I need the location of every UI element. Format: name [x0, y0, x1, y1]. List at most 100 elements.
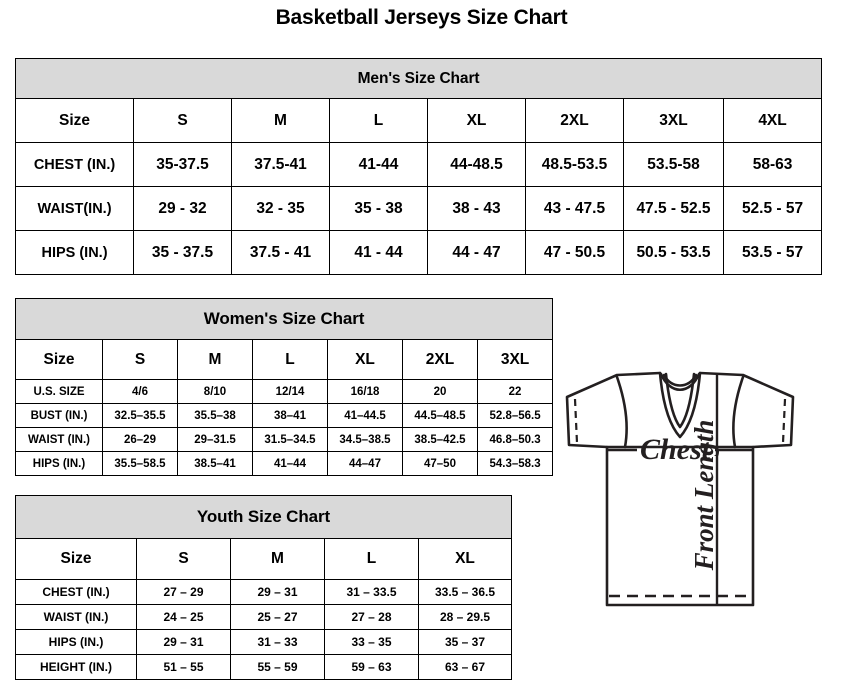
youth-row-label-height: HEIGHT (IN.)	[15, 654, 137, 680]
womens-row-label-hips: HIPS (IN.)	[15, 451, 103, 476]
womens-ussize-m: 8/10	[177, 379, 253, 404]
womens-header-row: Size S M L XL 2XL 3XL	[15, 339, 554, 380]
mens-banner-row: Men's Size Chart	[14, 58, 823, 99]
mens-row-label-waist: WAIST(IN.)	[15, 186, 134, 231]
mens-hips-m: 37.5 - 41	[231, 230, 330, 275]
womens-waist-3xl: 46.8–50.3	[476, 427, 554, 452]
chest-label: Chest	[640, 433, 712, 466]
womens-col-header-2xl: 2XL	[402, 339, 478, 380]
youth-size-chart-table: Youth Size Chart Size S M L XL CHEST (IN…	[14, 495, 513, 680]
womens-hips-l: 41–44	[252, 451, 328, 476]
womens-ussize-xl: 16/18	[327, 379, 403, 404]
table-row: BUST (IN.) 32.5–35.5 35.5–38 38–41 41–44…	[15, 403, 554, 428]
womens-col-header-3xl: 3XL	[476, 339, 554, 380]
youth-waist-m: 25 – 27	[230, 604, 325, 630]
youth-row-label-chest: CHEST (IN.)	[15, 579, 137, 605]
mens-col-header-xl: XL	[427, 98, 526, 143]
womens-waist-2xl: 38.5–42.5	[402, 427, 478, 452]
table-row: HIPS (IN.) 29 – 31 31 – 33 33 – 35 35 – …	[15, 629, 513, 655]
youth-waist-l: 27 – 28	[324, 604, 419, 630]
jersey-outline-icon	[565, 371, 795, 607]
womens-col-header-s: S	[102, 339, 178, 380]
youth-height-s: 51 – 55	[136, 654, 231, 680]
mens-waist-l: 35 - 38	[329, 186, 428, 231]
womens-col-header-l: L	[252, 339, 328, 380]
womens-bust-s: 32.5–35.5	[102, 403, 178, 428]
mens-chest-m: 37.5-41	[231, 142, 330, 187]
womens-hips-s: 35.5–58.5	[102, 451, 178, 476]
youth-col-header-m: M	[230, 538, 325, 580]
mens-hips-l: 41 - 44	[329, 230, 428, 275]
mens-waist-s: 29 - 32	[133, 186, 232, 231]
womens-ussize-s: 4/6	[102, 379, 178, 404]
table-row: WAIST(IN.) 29 - 32 32 - 35 35 - 38 38 - …	[15, 186, 823, 231]
table-row: CHEST (IN.) 27 – 29 29 – 31 31 – 33.5 33…	[15, 579, 513, 605]
youth-chest-s: 27 – 29	[136, 579, 231, 605]
mens-chest-3xl: 53.5-58	[623, 142, 724, 187]
womens-banner: Women's Size Chart	[14, 298, 554, 340]
mens-chest-2xl: 48.5-53.5	[525, 142, 624, 187]
mens-header-row: Size S M L XL 2XL 3XL 4XL	[15, 98, 823, 143]
table-row: WAIST (IN.) 24 – 25 25 – 27 27 – 28 28 –…	[15, 604, 513, 630]
youth-col-header-xl: XL	[417, 538, 513, 580]
youth-hips-m: 31 – 33	[230, 629, 325, 655]
page-title: Basketball Jerseys Size Chart	[275, 6, 568, 29]
mens-col-header-3xl: 3XL	[623, 98, 724, 143]
youth-chest-l: 31 – 33.5	[324, 579, 419, 605]
youth-chest-m: 29 – 31	[230, 579, 325, 605]
mens-col-header-size: Size	[15, 98, 134, 143]
youth-row-label-waist: WAIST (IN.)	[15, 604, 137, 630]
womens-col-header-xl: XL	[327, 339, 403, 380]
table-row: WAIST (IN.) 26–29 29–31.5 31.5–34.5 34.5…	[15, 427, 554, 452]
womens-size-chart-table: Women's Size Chart Size S M L XL 2XL 3XL…	[14, 298, 554, 476]
mens-row-label-chest: CHEST (IN.)	[15, 142, 134, 187]
womens-waist-m: 29–31.5	[177, 427, 253, 452]
front-length-label: Front Length	[689, 420, 719, 572]
mens-size-chart-table: Men's Size Chart Size S M L XL 2XL 3XL 4…	[14, 58, 823, 275]
womens-waist-xl: 34.5–38.5	[327, 427, 403, 452]
mens-col-header-2xl: 2XL	[525, 98, 624, 143]
mens-col-header-4xl: 4XL	[722, 98, 823, 143]
mens-waist-xl: 38 - 43	[427, 186, 526, 231]
youth-header-row: Size S M L XL	[15, 538, 513, 580]
jersey-measurement-diagram: Chest Front Length	[525, 355, 835, 655]
youth-chest-xl: 33.5 – 36.5	[417, 579, 513, 605]
mens-col-header-s: S	[133, 98, 232, 143]
table-row: U.S. SIZE 4/6 8/10 12/14 16/18 20 22	[15, 379, 554, 404]
table-row: CHEST (IN.) 35-37.5 37.5-41 41-44 44-48.…	[15, 142, 823, 187]
womens-ussize-3xl: 22	[476, 379, 554, 404]
womens-bust-xl: 41–44.5	[327, 403, 403, 428]
womens-bust-2xl: 44.5–48.5	[402, 403, 478, 428]
mens-banner: Men's Size Chart	[14, 58, 823, 99]
womens-waist-l: 31.5–34.5	[252, 427, 328, 452]
mens-hips-2xl: 47 - 50.5	[525, 230, 624, 275]
womens-hips-xl: 44–47	[327, 451, 403, 476]
youth-height-xl: 63 – 67	[417, 654, 513, 680]
youth-hips-l: 33 – 35	[324, 629, 419, 655]
mens-waist-4xl: 52.5 - 57	[722, 186, 823, 231]
womens-bust-l: 38–41	[252, 403, 328, 428]
mens-chest-4xl: 58-63	[722, 142, 823, 187]
womens-hips-3xl: 54.3–58.3	[476, 451, 554, 476]
mens-hips-xl: 44 - 47	[427, 230, 526, 275]
mens-waist-3xl: 47.5 - 52.5	[623, 186, 724, 231]
womens-hips-m: 38.5–41	[177, 451, 253, 476]
mens-chest-xl: 44-48.5	[427, 142, 526, 187]
youth-col-header-size: Size	[15, 538, 137, 580]
youth-banner: Youth Size Chart	[14, 495, 513, 539]
mens-col-header-m: M	[231, 98, 330, 143]
womens-col-header-size: Size	[15, 339, 103, 380]
womens-row-label-us-size: U.S. SIZE	[15, 379, 103, 404]
youth-height-l: 59 – 63	[324, 654, 419, 680]
table-row: HIPS (IN.) 35.5–58.5 38.5–41 41–44 44–47…	[15, 451, 554, 476]
youth-waist-s: 24 – 25	[136, 604, 231, 630]
mens-col-header-l: L	[329, 98, 428, 143]
womens-hips-2xl: 47–50	[402, 451, 478, 476]
mens-hips-3xl: 50.5 - 53.5	[623, 230, 724, 275]
womens-ussize-2xl: 20	[402, 379, 478, 404]
womens-banner-row: Women's Size Chart	[14, 298, 554, 340]
table-row: HIPS (IN.) 35 - 37.5 37.5 - 41 41 - 44 4…	[15, 230, 823, 275]
womens-col-header-m: M	[177, 339, 253, 380]
youth-hips-xl: 35 – 37	[417, 629, 513, 655]
youth-row-label-hips: HIPS (IN.)	[15, 629, 137, 655]
